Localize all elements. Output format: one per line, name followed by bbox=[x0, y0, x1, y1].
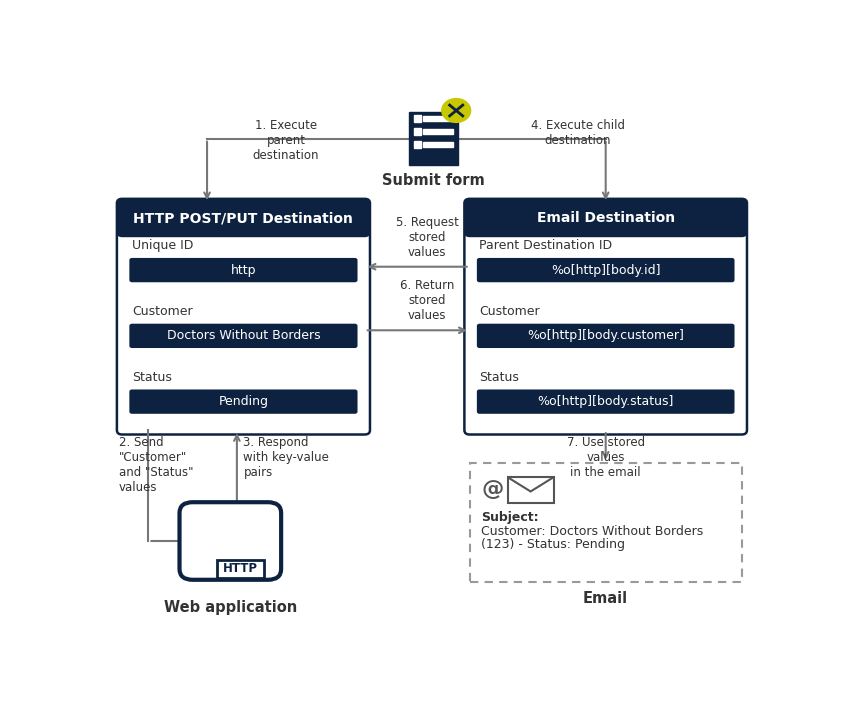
Text: HTTP: HTTP bbox=[222, 562, 258, 576]
FancyBboxPatch shape bbox=[464, 199, 747, 237]
Text: (123) - Status: Pending: (123) - Status: Pending bbox=[481, 538, 625, 551]
Text: @: @ bbox=[481, 479, 504, 499]
Text: %o[http][body.id]: %o[http][body.id] bbox=[551, 263, 661, 277]
FancyBboxPatch shape bbox=[477, 390, 734, 413]
Circle shape bbox=[442, 98, 470, 122]
Text: Email Destination: Email Destination bbox=[536, 211, 675, 225]
Text: Customer: Customer bbox=[132, 305, 193, 318]
Text: Status: Status bbox=[132, 371, 172, 384]
FancyBboxPatch shape bbox=[129, 324, 358, 348]
Bar bbox=[423, 117, 453, 121]
Bar bbox=[415, 128, 420, 135]
FancyBboxPatch shape bbox=[117, 199, 370, 435]
Text: 3. Respond
with key-value
pairs: 3. Respond with key-value pairs bbox=[244, 435, 329, 479]
Bar bbox=[508, 477, 553, 503]
Text: Email: Email bbox=[583, 591, 629, 607]
Text: %o[http][body.status]: %o[http][body.status] bbox=[537, 395, 674, 408]
Text: 1. Execute
parent
destination: 1. Execute parent destination bbox=[253, 119, 319, 162]
FancyBboxPatch shape bbox=[117, 199, 370, 237]
Text: 4. Execute child
destination: 4. Execute child destination bbox=[530, 119, 625, 147]
Bar bbox=[409, 112, 459, 166]
FancyBboxPatch shape bbox=[477, 324, 734, 348]
Text: Parent Destination ID: Parent Destination ID bbox=[480, 239, 613, 253]
Text: http: http bbox=[231, 263, 256, 277]
FancyBboxPatch shape bbox=[470, 463, 742, 581]
Text: Pending: Pending bbox=[218, 395, 268, 408]
Text: 7. Use stored
values
in the email: 7. Use stored values in the email bbox=[567, 435, 645, 479]
Text: %o[http][body.customer]: %o[http][body.customer] bbox=[527, 329, 684, 343]
FancyBboxPatch shape bbox=[477, 258, 734, 282]
Bar bbox=[470, 218, 742, 233]
Text: Status: Status bbox=[480, 371, 519, 384]
FancyBboxPatch shape bbox=[129, 258, 358, 282]
Text: Customer: Customer bbox=[480, 305, 540, 318]
Bar bbox=[415, 141, 420, 148]
Text: HTTP POST/PUT Destination: HTTP POST/PUT Destination bbox=[134, 211, 354, 225]
Text: Web application: Web application bbox=[163, 600, 297, 616]
Text: Doctors Without Borders: Doctors Without Borders bbox=[167, 329, 321, 343]
Bar bbox=[415, 115, 420, 122]
Text: Customer: Doctors Without Borders: Customer: Doctors Without Borders bbox=[481, 525, 704, 538]
FancyBboxPatch shape bbox=[179, 502, 281, 580]
Bar bbox=[423, 143, 453, 147]
Text: 2. Send
"Customer"
and "Status"
values: 2. Send "Customer" and "Status" values bbox=[118, 435, 194, 494]
FancyBboxPatch shape bbox=[464, 199, 747, 435]
Text: 5. Request
stored
values: 5. Request stored values bbox=[396, 216, 459, 258]
Text: 6. Return
stored
values: 6. Return stored values bbox=[400, 279, 454, 322]
Text: Unique ID: Unique ID bbox=[132, 239, 194, 253]
Bar bbox=[122, 218, 365, 233]
FancyBboxPatch shape bbox=[217, 560, 264, 578]
FancyBboxPatch shape bbox=[129, 390, 358, 413]
Bar bbox=[423, 129, 453, 134]
Text: Subject:: Subject: bbox=[481, 511, 539, 524]
Text: Submit form: Submit form bbox=[382, 173, 485, 188]
